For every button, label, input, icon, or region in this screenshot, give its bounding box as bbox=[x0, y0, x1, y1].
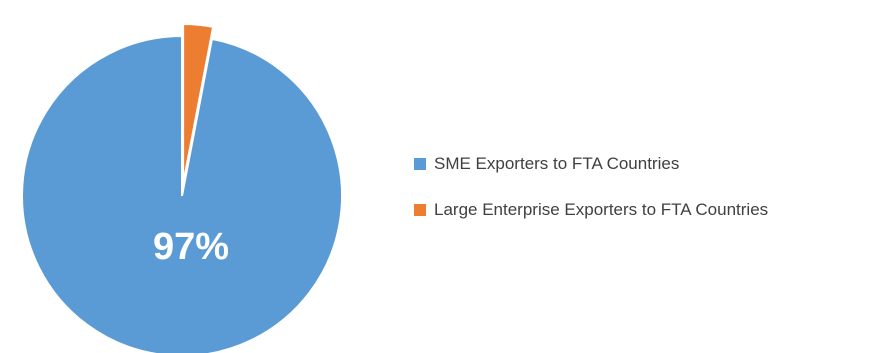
chart-legend: SME Exporters to FTA Countries Large Ent… bbox=[414, 150, 768, 242]
legend-swatch-sme bbox=[414, 157, 426, 170]
legend-swatch-large-enterprise bbox=[414, 203, 426, 216]
legend-item-large-enterprise: Large Enterprise Exporters to FTA Countr… bbox=[414, 196, 768, 223]
pie-slice-sme bbox=[21, 34, 343, 353]
legend-label-large-enterprise: Large Enterprise Exporters to FTA Countr… bbox=[434, 199, 769, 219]
legend-item-sme: SME Exporters to FTA Countries bbox=[414, 150, 768, 177]
legend-label-sme: SME Exporters to FTA Countries bbox=[434, 153, 680, 173]
pie-slices bbox=[21, 23, 343, 353]
data-label-sme: 97% bbox=[153, 226, 229, 268]
pie-slice-large-enterprise bbox=[182, 23, 215, 185]
